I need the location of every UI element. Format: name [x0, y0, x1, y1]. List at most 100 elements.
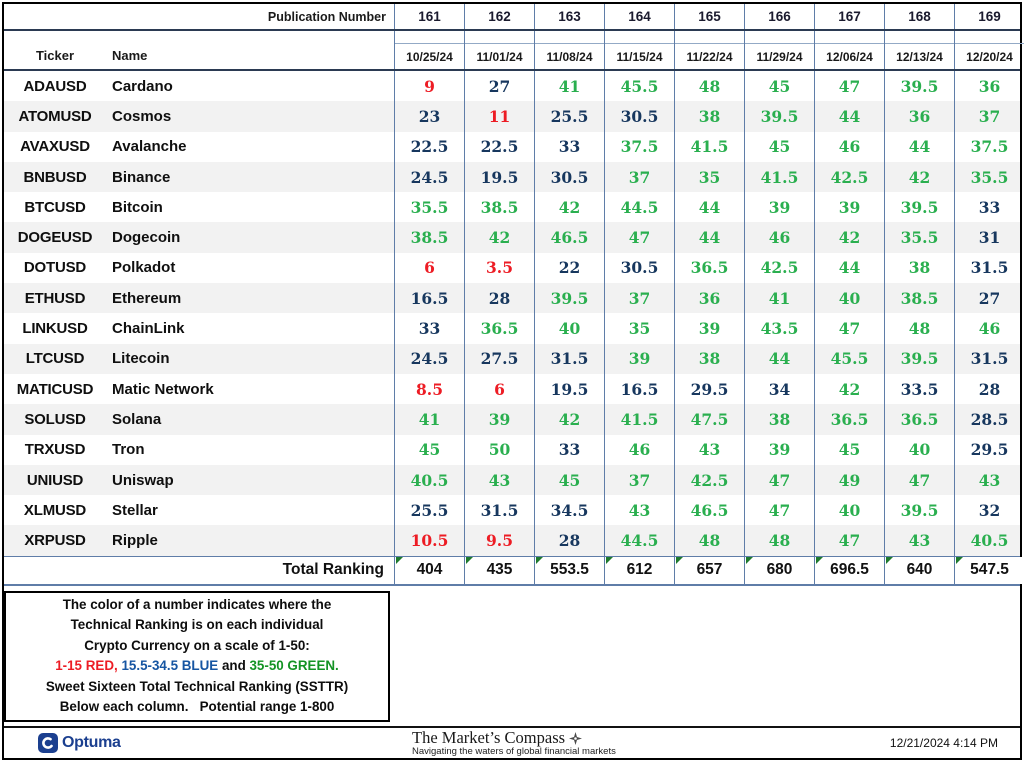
name-cell: Uniswap [112, 471, 174, 489]
total-value-cell: 435 [464, 556, 534, 584]
ranking-value-cell: 43.5 [744, 313, 814, 344]
dates-header-row: Ticker Name 10/25/24 11/01/24 11/08/24 11/1… [4, 31, 1024, 71]
ranking-value-cell: 28 [534, 525, 604, 556]
ranking-value-cell: 42 [814, 222, 884, 253]
table-row: LINKUSD ChainLink 33 36.5 40 35 39 43.5 47 48 46 [4, 313, 1020, 344]
legend-green-range: 35-50 GREEN. [249, 658, 339, 674]
ranking-value-cell: 46.5 [534, 222, 604, 253]
color-legend: The color of a number indicates where th… [4, 590, 390, 722]
ranking-value-cell: 31.5 [954, 252, 1024, 284]
date-column: 11/22/24 [674, 31, 744, 69]
ranking-value-cell: 42 [534, 192, 604, 223]
ranking-value-cell: 30.5 [604, 252, 674, 284]
name-cell: Matic Network [112, 380, 214, 398]
name-cell: Ethereum [112, 289, 182, 307]
ranking-value-cell: 38 [674, 101, 744, 132]
header-gap-cell [535, 31, 604, 44]
ranking-value-cell: 41.5 [674, 131, 744, 162]
markets-compass-brand: The Market’s Compass Navigating the wate… [412, 729, 616, 756]
ticker-cell: LINKUSD [22, 320, 88, 338]
ranking-value-cell: 41 [394, 404, 464, 435]
ranking-value-cell: 45 [744, 131, 814, 162]
table-row: DOTUSD Polkadot 6 3.5 22 30.5 36.5 42.5 44 38 31.5 [4, 252, 1020, 284]
ticker-cell: XLMUSD [23, 501, 87, 519]
legend-red-range: 1-15 RED, [55, 658, 118, 674]
legend-line-1: The color of a number indicates where th… [62, 597, 332, 613]
date-cell: 11/01/24 [476, 49, 523, 64]
ranking-value-cell: 39.5 [884, 71, 954, 102]
ticker-cell: DOGEUSD [17, 229, 93, 247]
ranking-value-cell: 44 [814, 101, 884, 132]
ranking-value-cell: 27 [464, 71, 534, 102]
ranking-value-cell: 43 [604, 495, 674, 526]
ranking-value-cell: 35 [674, 161, 744, 193]
date-cell: 12/13/24 [896, 49, 943, 64]
ranking-value-cell: 6 [394, 252, 464, 284]
publication-number-cell: 162 [464, 4, 534, 29]
table-row: ETHUSD Ethereum 16.5 28 39.5 37 36 41 40 38.5 27 [4, 283, 1020, 314]
ranking-value-cell: 43 [464, 464, 534, 496]
corner-marker-icon [536, 556, 543, 564]
name-cell: Avalanche [112, 138, 187, 156]
ticker-column-header: Ticker [35, 48, 75, 63]
ticker-cell: DOTUSD [23, 259, 87, 277]
ticker-cell: TRXUSD [24, 441, 86, 459]
name-column-header: Name [112, 48, 148, 63]
table-row: ADAUSD Cardano 9 27 41 45.5 48 45 47 39.5 36 [4, 71, 1020, 102]
date-column: 12/06/24 [814, 31, 884, 69]
ranking-value-cell: 37.5 [954, 131, 1024, 162]
ranking-value-cell: 23 [394, 101, 464, 132]
ranking-value-cell: 22.5 [394, 131, 464, 162]
ranking-value-cell: 6 [464, 373, 534, 405]
ranking-value-cell: 30.5 [534, 161, 604, 193]
name-cell: Tron [112, 441, 145, 459]
ranking-table-body: ADAUSD Cardano 9 27 41 45.5 48 45 47 39.5 36 ATOMUS… [4, 71, 1020, 556]
ranking-value-cell: 42 [884, 161, 954, 193]
total-value-cell: 657 [674, 556, 744, 584]
ranking-value-cell: 28.5 [954, 404, 1024, 435]
ranking-value-cell: 36 [954, 71, 1024, 102]
ranking-value-cell: 31.5 [534, 343, 604, 374]
ranking-value-cell: 19.5 [464, 161, 534, 193]
ranking-value-cell: 38.5 [884, 283, 954, 314]
ticker-cell: SOLUSD [24, 410, 86, 428]
ticker-cell: ETHUSD [24, 289, 86, 307]
table-row: LTCUSD Litecoin 24.5 27.5 31.5 39 38 44 45.5 39.5… [4, 343, 1020, 374]
ranking-value-cell: 40 [814, 495, 884, 526]
ranking-value-cell: 37 [604, 161, 674, 193]
ranking-value-cell: 16.5 [394, 283, 464, 314]
header-gap-cell [395, 31, 464, 44]
ticker-cell: BNBUSD [23, 168, 87, 186]
date-cell: 12/20/24 [966, 49, 1013, 64]
name-cell: ChainLink [112, 320, 185, 338]
ticker-cell: BTCUSD [24, 198, 86, 216]
ranking-value-cell: 25.5 [394, 495, 464, 526]
ranking-value-cell: 36 [674, 283, 744, 314]
ranking-value-cell: 39 [814, 192, 884, 223]
ranking-value-cell: 44.5 [604, 192, 674, 223]
ranking-value-cell: 38.5 [464, 192, 534, 223]
ranking-value-cell: 38 [744, 404, 814, 435]
optuma-logo[interactable]: Optuma [38, 733, 121, 753]
ranking-value-cell: 40 [534, 313, 604, 344]
ranking-value-cell: 44.5 [604, 525, 674, 556]
legend-line-4: 1-15 RED, 15.5-34.5 BLUE and 35-50 GREEN… [6, 656, 388, 676]
ranking-value-cell: 39.5 [884, 495, 954, 526]
corner-marker-icon [396, 556, 403, 564]
ranking-value-cell: 44 [674, 192, 744, 223]
ranking-value-cell: 42.5 [744, 252, 814, 284]
publication-number-cell: 165 [674, 4, 744, 29]
column-headers-left: Ticker Name [4, 31, 394, 69]
optuma-icon [38, 733, 58, 753]
ranking-value-cell: 49 [814, 464, 884, 496]
ranking-value-cell: 45 [534, 464, 604, 496]
ranking-value-cell: 28 [954, 373, 1024, 405]
ranking-value-cell: 45.5 [814, 343, 884, 374]
report-timestamp: 12/21/2024 4:14 PM [889, 736, 998, 750]
markets-compass-tagline: Navigating the waters of global financia… [412, 745, 616, 757]
name-cell: Litecoin [112, 350, 170, 368]
header-gap-cell [465, 31, 534, 44]
legend-line-2: Technical Ranking is on each individual [70, 617, 324, 633]
name-cell: Dogecoin [112, 229, 181, 247]
